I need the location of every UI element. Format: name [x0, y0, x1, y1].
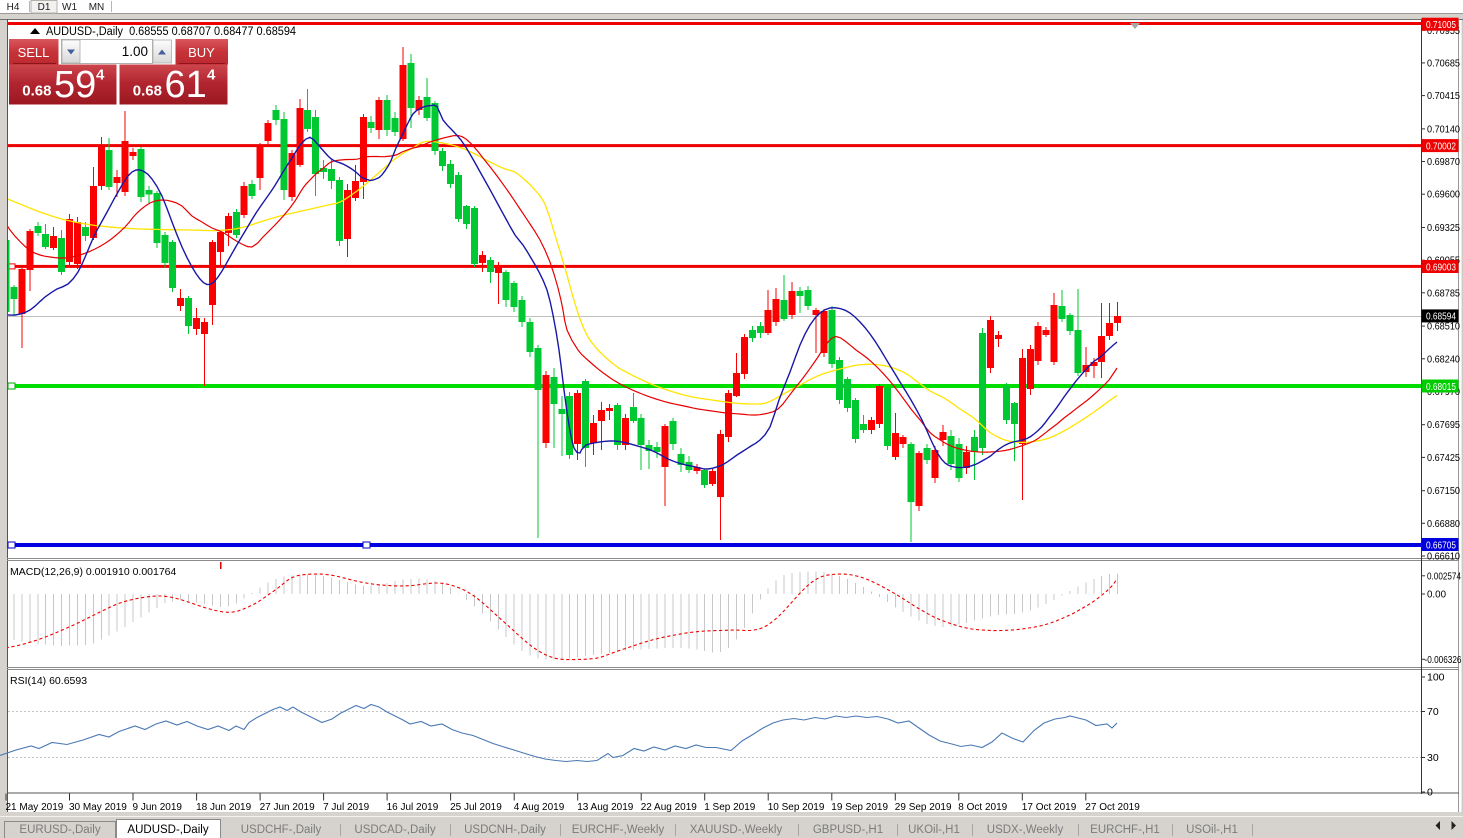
svg-text:0.68: 0.68 — [133, 83, 162, 100]
svg-text:4 Aug 2019: 4 Aug 2019 — [514, 802, 565, 813]
svg-text:USOil-,H1: USOil-,H1 — [1186, 824, 1238, 836]
svg-text:MN: MN — [89, 2, 105, 13]
svg-text:0.66880: 0.66880 — [1427, 518, 1460, 530]
svg-text:18 Jun 2019: 18 Jun 2019 — [196, 802, 251, 813]
svg-text:0.00: 0.00 — [1427, 589, 1446, 601]
svg-text:W1: W1 — [62, 2, 77, 13]
svg-text:0.69600: 0.69600 — [1427, 189, 1460, 201]
svg-text:9 Jun 2019: 9 Jun 2019 — [133, 802, 183, 813]
svg-text:AUDUSD-,Daily: AUDUSD-,Daily — [127, 824, 208, 836]
svg-text:0.68015: 0.68015 — [1426, 381, 1456, 393]
svg-text:25 Jul 2019: 25 Jul 2019 — [450, 802, 502, 813]
svg-text:SELL: SELL — [18, 45, 50, 60]
svg-text:100: 100 — [1427, 672, 1445, 684]
svg-text:MACD(12,26,9) 0.001910 0.00176: MACD(12,26,9) 0.001910 0.001764 — [10, 566, 177, 578]
svg-text:1 Sep 2019: 1 Sep 2019 — [704, 802, 756, 813]
svg-text:USDCNH-,Daily: USDCNH-,Daily — [464, 824, 546, 836]
svg-text:70: 70 — [1427, 706, 1439, 718]
svg-text:1.00: 1.00 — [122, 44, 148, 59]
svg-text:GBPUSD-,H1: GBPUSD-,H1 — [813, 824, 883, 836]
svg-text:0.67150: 0.67150 — [1427, 485, 1460, 497]
svg-text:AUDUSD-,Daily 0.68555 0.68707: AUDUSD-,Daily 0.68555 0.68707 0.68477 0.… — [46, 26, 297, 38]
svg-text:EURCHF-,H1: EURCHF-,H1 — [1090, 824, 1160, 836]
svg-text:10 Sep 2019: 10 Sep 2019 — [768, 802, 825, 813]
svg-text:19 Sep 2019: 19 Sep 2019 — [831, 802, 888, 813]
svg-text:0.66610: 0.66610 — [1427, 551, 1460, 563]
svg-text:8 Oct 2019: 8 Oct 2019 — [958, 802, 1007, 813]
svg-text:USDCHF-,Daily: USDCHF-,Daily — [241, 824, 322, 836]
svg-text:0.70685: 0.70685 — [1427, 57, 1460, 69]
svg-text:RSI(14) 60.6593: RSI(14) 60.6593 — [10, 675, 87, 687]
svg-text:XAUUSD-,Weekly: XAUUSD-,Weekly — [690, 824, 783, 836]
svg-text:4: 4 — [207, 67, 216, 84]
svg-text:29 Sep 2019: 29 Sep 2019 — [895, 802, 952, 813]
svg-text:BUY: BUY — [188, 45, 215, 60]
svg-text:0.66705: 0.66705 — [1426, 539, 1456, 551]
svg-text:0.69870: 0.69870 — [1427, 156, 1460, 168]
svg-text:0.70002: 0.70002 — [1426, 140, 1456, 152]
svg-text:7 Jul 2019: 7 Jul 2019 — [323, 802, 370, 813]
svg-text:0.68594: 0.68594 — [1426, 311, 1456, 323]
svg-text:D1: D1 — [38, 2, 51, 13]
svg-text:USDX-,Weekly: USDX-,Weekly — [987, 824, 1064, 836]
svg-text:30: 30 — [1427, 752, 1439, 764]
svg-text:0.002574: 0.002574 — [1427, 570, 1461, 582]
svg-text:0.68785: 0.68785 — [1427, 287, 1460, 299]
svg-text:0.70140: 0.70140 — [1427, 123, 1460, 135]
svg-text:61: 61 — [165, 64, 207, 106]
svg-text:13 Aug 2019: 13 Aug 2019 — [577, 802, 634, 813]
svg-text:0.68: 0.68 — [22, 83, 51, 100]
svg-text:-0.006326: -0.006326 — [1425, 654, 1462, 666]
svg-text:27 Jun 2019: 27 Jun 2019 — [260, 802, 315, 813]
svg-text:0.69003: 0.69003 — [1426, 261, 1456, 273]
svg-text:EURUSD-,Daily: EURUSD-,Daily — [19, 824, 100, 836]
svg-text:0.69325: 0.69325 — [1427, 222, 1460, 234]
svg-text:0.70415: 0.70415 — [1427, 90, 1460, 102]
svg-text:16 Jul 2019: 16 Jul 2019 — [387, 802, 439, 813]
svg-text:H4: H4 — [7, 2, 20, 13]
svg-text:0.67695: 0.67695 — [1427, 419, 1460, 431]
svg-text:0: 0 — [1427, 787, 1433, 799]
svg-text:USDCAD-,Daily: USDCAD-,Daily — [354, 824, 435, 836]
svg-text:30 May 2019: 30 May 2019 — [69, 802, 127, 813]
svg-text:UKOil-,H1: UKOil-,H1 — [908, 824, 960, 836]
svg-text:0.68510: 0.68510 — [1427, 321, 1460, 333]
svg-text:0.71005: 0.71005 — [1426, 19, 1456, 31]
svg-text:59: 59 — [54, 64, 96, 106]
svg-text:4: 4 — [96, 67, 105, 84]
svg-text:EURCHF-,Weekly: EURCHF-,Weekly — [572, 824, 665, 836]
svg-text:27 Oct 2019: 27 Oct 2019 — [1085, 802, 1140, 813]
svg-text:17 Oct 2019: 17 Oct 2019 — [1022, 802, 1077, 813]
svg-text:0.68240: 0.68240 — [1427, 353, 1460, 365]
svg-text:0.67425: 0.67425 — [1427, 452, 1460, 464]
svg-text:21 May 2019: 21 May 2019 — [6, 802, 64, 813]
svg-text:22 Aug 2019: 22 Aug 2019 — [641, 802, 698, 813]
